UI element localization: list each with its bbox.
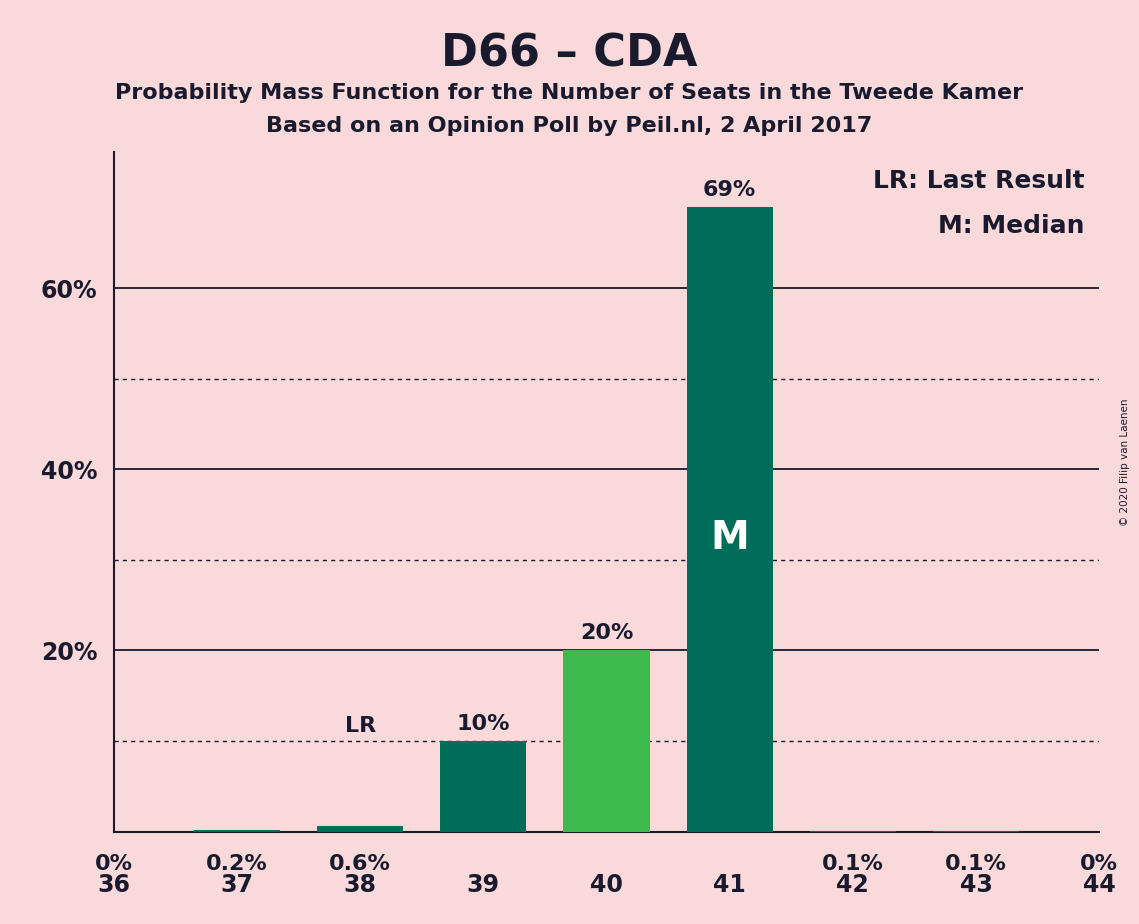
Bar	[194, 830, 280, 832]
Text: Probability Mass Function for the Number of Seats in the Tweede Kamer: Probability Mass Function for the Number…	[115, 83, 1024, 103]
Text: 0.2%: 0.2%	[206, 854, 268, 874]
Text: 0.1%: 0.1%	[822, 854, 884, 874]
Bar	[687, 207, 772, 832]
Text: 10%: 10%	[457, 714, 510, 734]
Text: M: M	[711, 519, 749, 557]
Text: 0.6%: 0.6%	[329, 854, 391, 874]
Bar	[564, 650, 649, 832]
Text: LR: LR	[345, 715, 376, 736]
Bar	[441, 741, 526, 832]
Text: M: Median: M: Median	[937, 213, 1084, 237]
Text: 0%: 0%	[95, 854, 133, 874]
Text: 69%: 69%	[703, 179, 756, 200]
Bar	[317, 826, 403, 832]
Text: 0%: 0%	[1080, 854, 1118, 874]
Text: D66 – CDA: D66 – CDA	[441, 32, 698, 76]
Text: LR: Last Result: LR: Last Result	[872, 169, 1084, 193]
Text: Based on an Opinion Poll by Peil.nl, 2 April 2017: Based on an Opinion Poll by Peil.nl, 2 A…	[267, 116, 872, 136]
Text: 0.1%: 0.1%	[945, 854, 1007, 874]
Text: © 2020 Filip van Laenen: © 2020 Filip van Laenen	[1121, 398, 1130, 526]
Text: 20%: 20%	[580, 624, 633, 643]
